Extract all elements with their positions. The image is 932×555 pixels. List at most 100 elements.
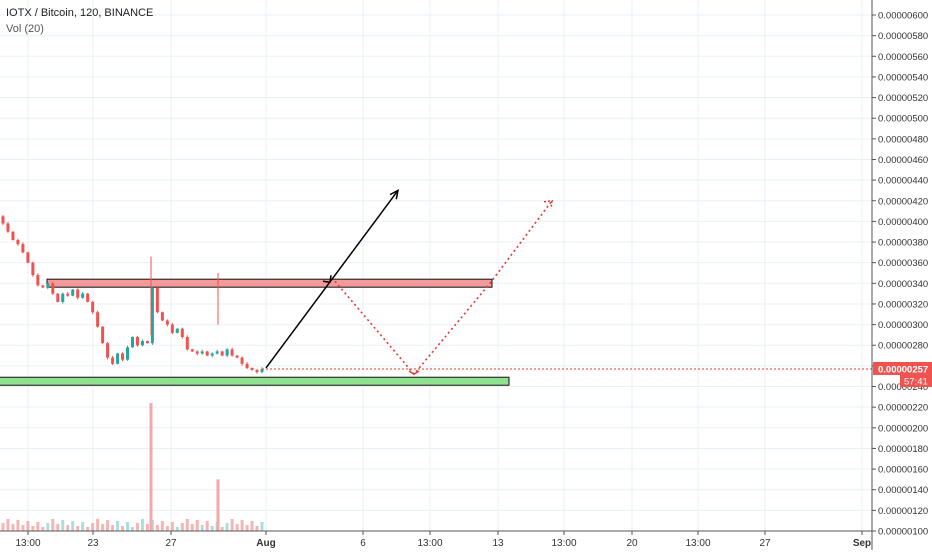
support-zone [0, 376, 510, 386]
candle-body [170, 324, 174, 333]
volume-spike [149, 403, 153, 531]
zones[interactable] [0, 278, 510, 386]
y-tick-label: 0.00000200 [878, 423, 928, 434]
y-tick-label: 0.00000180 [878, 444, 928, 455]
volume-bar [175, 527, 179, 531]
candle-body [1, 216, 5, 224]
volume-bar [56, 524, 60, 531]
y-tick-label: 0.00000300 [878, 320, 928, 331]
volume-bar [66, 525, 70, 531]
countdown-tag-box [900, 374, 932, 387]
volume-bar [126, 522, 130, 531]
candle-body [245, 363, 249, 368]
volume-bar [160, 521, 164, 531]
volume-bar [235, 524, 239, 531]
candle-body [190, 349, 194, 352]
volume-bar [81, 522, 85, 531]
volume-bar [165, 526, 169, 531]
candle-body [21, 244, 25, 253]
candle-body [240, 357, 244, 364]
volume-bar [210, 526, 214, 531]
symbol-label[interactable]: IOTX / Bitcoin, 120, BINANCE [6, 7, 154, 19]
y-tick-label: 0.00000120 [878, 506, 928, 517]
volume-bar [51, 519, 55, 531]
volume-indicator-label[interactable]: Vol (20) [6, 23, 44, 35]
y-tick-label: 0.00000360 [878, 258, 928, 269]
volume-bar [16, 520, 20, 531]
candle-body [36, 275, 40, 286]
volume-bar [96, 519, 100, 531]
upward-arrow-line [265, 189, 399, 369]
volume-bar [145, 524, 149, 531]
y-tick-label: 0.00000140 [878, 485, 928, 496]
candle-body [155, 287, 159, 313]
x-tick-label: 13:00 [685, 538, 710, 549]
volume-bar [61, 520, 65, 531]
volume-bar [195, 520, 199, 531]
volume-bar [260, 522, 264, 531]
candle-body [116, 353, 120, 364]
volume-bar [130, 527, 134, 531]
volume-bar [185, 519, 189, 531]
candle-body [250, 367, 254, 371]
volume-bar [140, 519, 144, 531]
candle-body [130, 336, 134, 348]
y-tick-label: 0.00000420 [878, 196, 928, 207]
candle-body [41, 285, 45, 288]
y-tick-label: 0.00000160 [878, 465, 928, 476]
chart-legend: IOTX / Bitcoin, 120, BINANCE Vol (20) [6, 5, 153, 37]
candle-body [135, 336, 139, 346]
volume-bar [46, 523, 50, 531]
y-tick-label: 0.00000520 [878, 93, 928, 104]
candle-body [101, 326, 105, 344]
y-tick-label: 0.00000280 [878, 341, 928, 352]
x-tick-label: 20 [626, 538, 638, 549]
y-tick-label: 0.00000100 [878, 527, 928, 538]
volume-bar [76, 526, 80, 531]
candles[interactable] [1, 215, 264, 374]
volume-bar [245, 525, 249, 531]
candle-body [31, 262, 35, 276]
volume-bar [91, 523, 95, 531]
volume-bar [41, 527, 45, 531]
candle-body [6, 223, 10, 232]
candle-body [51, 283, 55, 294]
candle-body [11, 231, 15, 240]
candle-body [140, 341, 144, 346]
volume-bar [200, 525, 204, 531]
y-tick-label: 0.00000460 [878, 155, 928, 166]
x-tick-label: Sep [853, 538, 871, 549]
candle-body [210, 353, 214, 356]
y-tick-label: 0.00000440 [878, 176, 928, 187]
y-tick-label: 0.00000240 [878, 382, 928, 393]
candle-body [205, 351, 209, 356]
y-tick-label: 0.00000500 [878, 114, 928, 125]
x-tick-label: 13:00 [551, 538, 576, 549]
x-tick-label: 27 [165, 538, 177, 549]
drawings[interactable] [262, 189, 872, 376]
x-tick-label: 6 [360, 538, 366, 549]
volume-bar [111, 525, 115, 531]
countdown-tag-label: 57:41 [904, 376, 928, 387]
resistance-zone [46, 278, 493, 288]
upward-arrow-head [389, 189, 400, 200]
volume-bar [21, 525, 25, 531]
y-tick-label: 0.00000580 [878, 31, 928, 42]
x-tick-label: 27 [759, 538, 771, 549]
volume-bar [121, 526, 125, 531]
candle-body [230, 349, 234, 356]
projection-arrow-head [543, 199, 553, 209]
candle-body [71, 289, 75, 296]
volume-bar [230, 519, 234, 531]
candle-body [160, 312, 164, 321]
volume-bar [71, 521, 75, 531]
candle-body [81, 293, 85, 298]
volume-bar [170, 522, 174, 531]
volume-bar [250, 521, 254, 531]
candle-body [46, 283, 50, 288]
volume-bar [1, 523, 5, 531]
y-tick-label: 0.00000380 [878, 238, 928, 249]
